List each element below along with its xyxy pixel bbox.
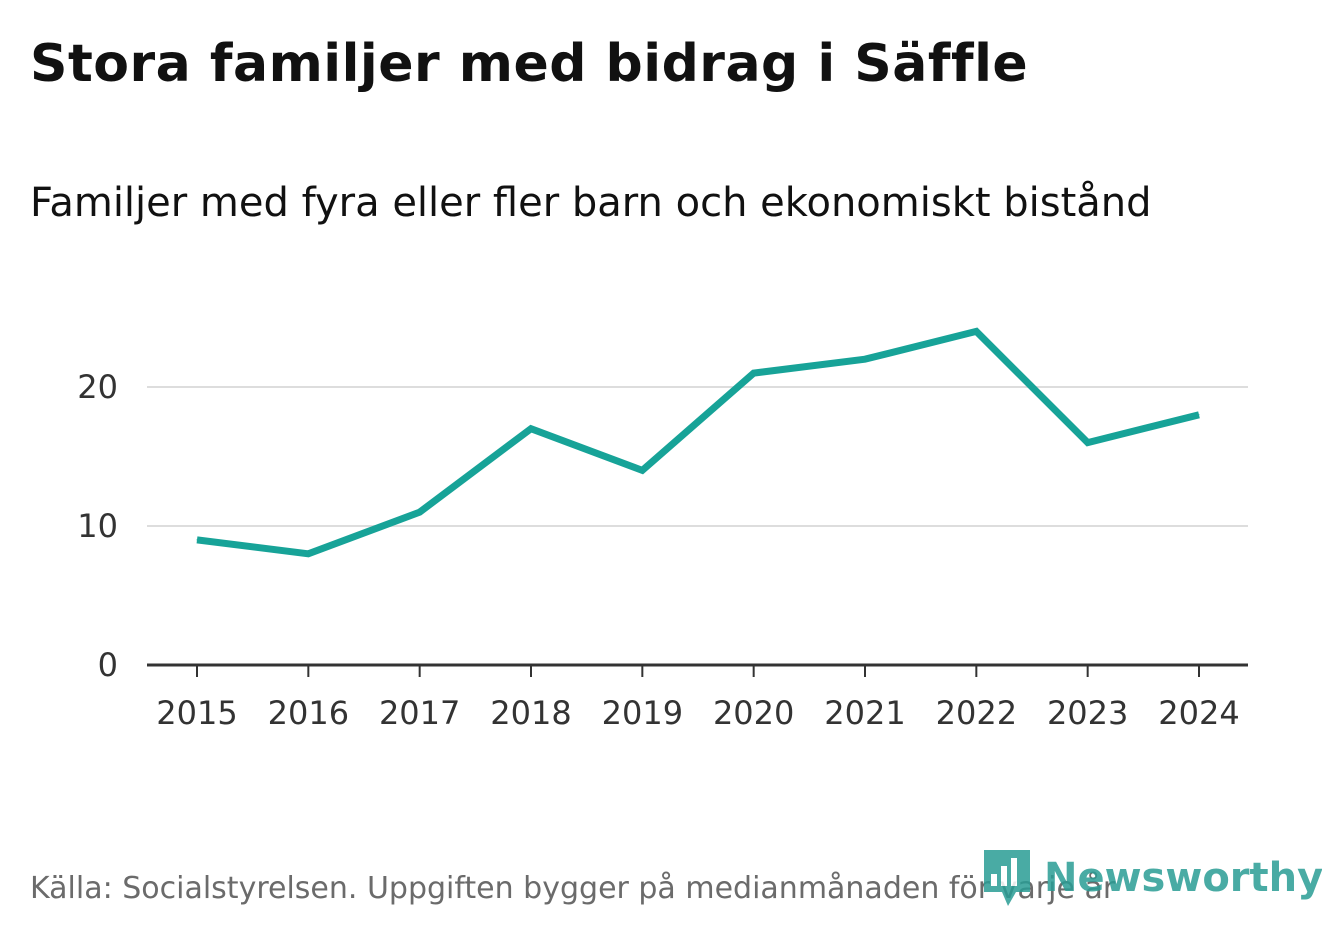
data-point-2024	[1198, 414, 1200, 416]
data-point-2021	[864, 358, 866, 360]
data-point-2023	[1087, 442, 1089, 444]
y-tick-labels: 0 10 20	[77, 368, 118, 684]
data-point-2022	[975, 330, 977, 332]
chart-title: Stora familjer med bidrag i Säffle	[30, 34, 1029, 94]
chart-subtitle: Familjer med fyra eller fler barn och ek…	[30, 180, 1152, 226]
y-tick-label-20: 20	[77, 368, 118, 406]
data-point-2015	[196, 539, 198, 541]
x-tick-label-2015: 2015	[156, 694, 237, 732]
y-tick-label-10: 10	[77, 507, 118, 545]
data-point-2019	[641, 469, 643, 471]
data-point-2020	[753, 372, 755, 374]
data-point-2016	[307, 553, 309, 555]
series-lines	[196, 327, 1200, 558]
x-tick-label-2019: 2019	[602, 694, 683, 732]
x-tick-label-2021: 2021	[824, 694, 905, 732]
y-tick-label-0: 0	[98, 646, 118, 684]
series-line-0	[196, 327, 1200, 558]
x-tick-label-2020: 2020	[713, 694, 794, 732]
x-tick-labels: 2015 2016 2017 2018 2019 2020 2021 2022 2023 2024	[156, 665, 1240, 732]
x-tick-label-2018: 2018	[490, 694, 571, 732]
brand-name: Newsworthy	[1044, 855, 1322, 901]
data-point-2017	[419, 511, 421, 513]
x-tick-label-2022: 2022	[936, 694, 1017, 732]
x-tick-label-2016: 2016	[268, 694, 349, 732]
newsworthy-logo-icon	[984, 850, 1030, 906]
gridlines	[147, 386, 1248, 667]
x-tick-label-2023: 2023	[1047, 694, 1128, 732]
x-tick-label-2017: 2017	[379, 694, 460, 732]
x-tick-label-2024: 2024	[1158, 694, 1239, 732]
data-point-2018	[530, 428, 532, 430]
source-note: Källa: Socialstyrelsen. Uppgiften bygger…	[30, 871, 1116, 906]
brand-logo: Newsworthy	[982, 848, 1322, 908]
